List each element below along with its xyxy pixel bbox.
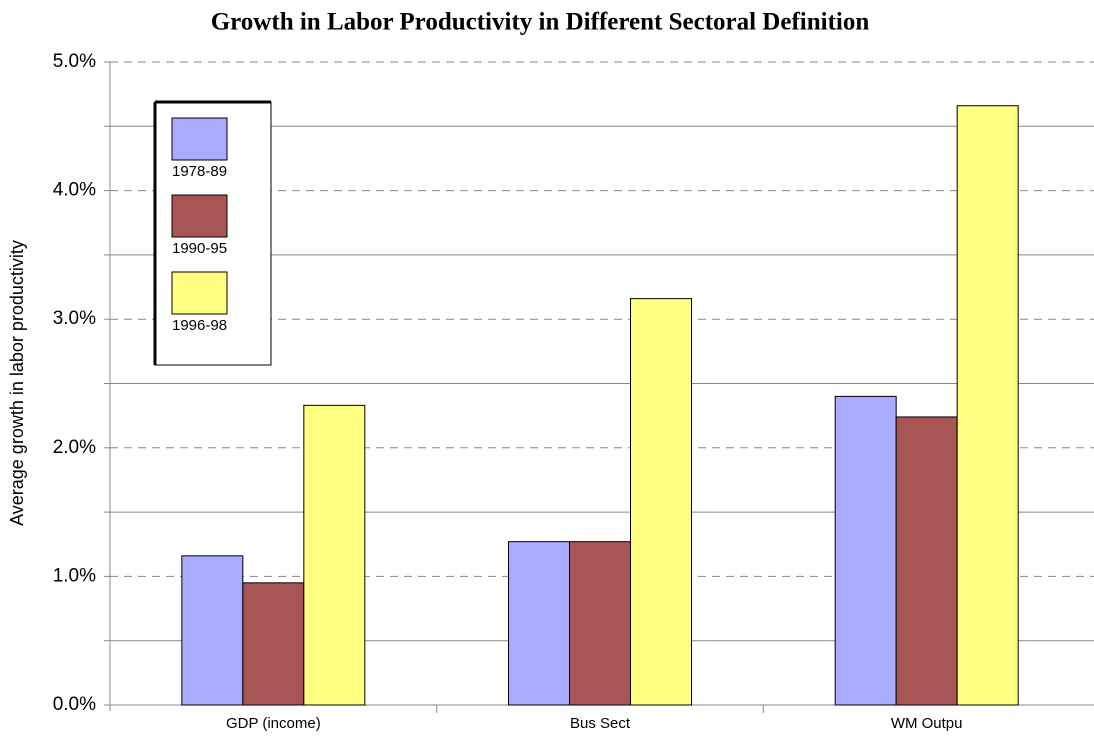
bar — [834, 395, 897, 706]
y-axis-label: Average growth in labor productivity — [7, 240, 27, 526]
legend-label: 1990-95 — [172, 240, 227, 257]
x-tick-label: Bus Sect — [570, 715, 631, 732]
bar — [630, 298, 692, 706]
y-tick-label: 3.0% — [53, 308, 96, 329]
legend-swatch — [171, 194, 228, 238]
bar — [303, 404, 366, 706]
y-tick-label: 1.0% — [53, 565, 96, 586]
bar — [181, 555, 244, 706]
legend-swatch — [171, 117, 228, 161]
bar — [242, 582, 305, 706]
bar — [508, 541, 570, 706]
x-tick-label: GDP (income) — [226, 715, 321, 732]
y-tick-label: 0.0% — [53, 694, 96, 715]
chart-title: Growth in Labor Productivity in Differen… — [211, 9, 870, 36]
bar — [569, 541, 631, 706]
y-tick-label: 4.0% — [53, 180, 96, 201]
y-tick-label: 5.0% — [53, 51, 96, 72]
bar — [956, 105, 1019, 706]
legend-label: 1996-98 — [172, 317, 227, 334]
legend-swatch — [171, 271, 228, 315]
legend-label: 1978-89 — [172, 163, 227, 180]
y-tick-label: 2.0% — [53, 437, 96, 458]
bar — [895, 416, 958, 706]
x-tick-label: WM Outpu — [891, 715, 963, 732]
